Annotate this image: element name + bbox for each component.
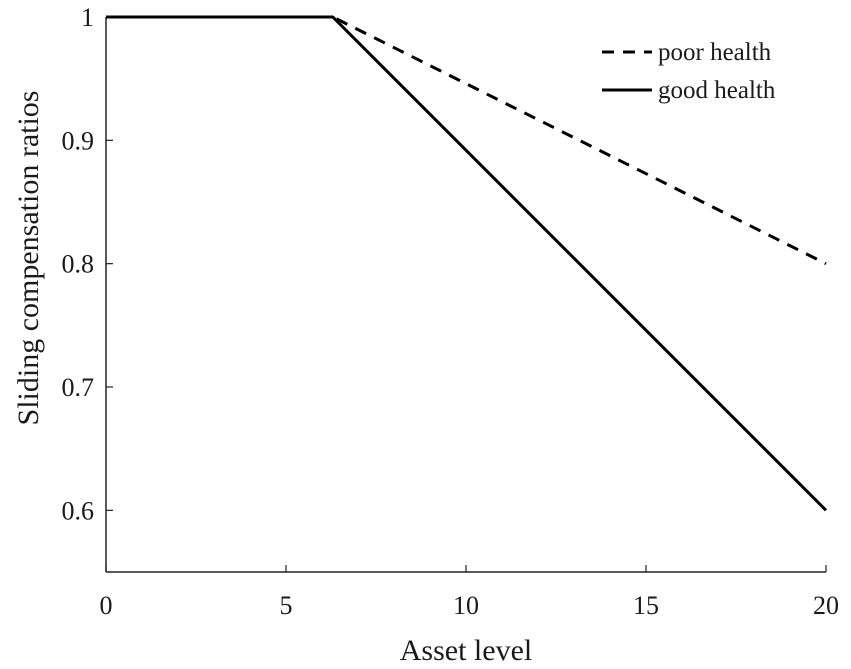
series-lines bbox=[106, 15, 828, 512]
legend: poor health good health bbox=[602, 39, 776, 104]
series-line-good-health bbox=[106, 15, 828, 512]
y-tick-label: 0.7 bbox=[62, 373, 95, 402]
x-tick-label: 15 bbox=[633, 591, 659, 620]
x-tick-label: 10 bbox=[453, 591, 479, 620]
x-tick-label: 5 bbox=[280, 591, 293, 620]
x-tick-label: 0 bbox=[100, 591, 113, 620]
y-axis-label: Sliding compensation ratios bbox=[12, 91, 45, 426]
legend-label: poor health bbox=[658, 39, 772, 66]
plot-area: 0 5 10 15 20 0.6 0.7 0.8 0.9 1 bbox=[62, 3, 840, 620]
y-tick-label: 1 bbox=[81, 3, 94, 32]
legend-label: good health bbox=[658, 77, 776, 104]
y-tick-label: 0.6 bbox=[62, 496, 95, 525]
x-axis-label: Asset level bbox=[400, 634, 532, 667]
y-ticks: 0.6 0.7 0.8 0.9 1 bbox=[62, 3, 113, 525]
x-tick-label: 20 bbox=[813, 591, 839, 620]
y-tick-label: 0.8 bbox=[62, 250, 95, 279]
x-ticks: 0 5 10 15 20 bbox=[100, 565, 839, 620]
y-tick-label: 0.9 bbox=[62, 126, 95, 155]
series-line-poor-health bbox=[106, 15, 827, 266]
